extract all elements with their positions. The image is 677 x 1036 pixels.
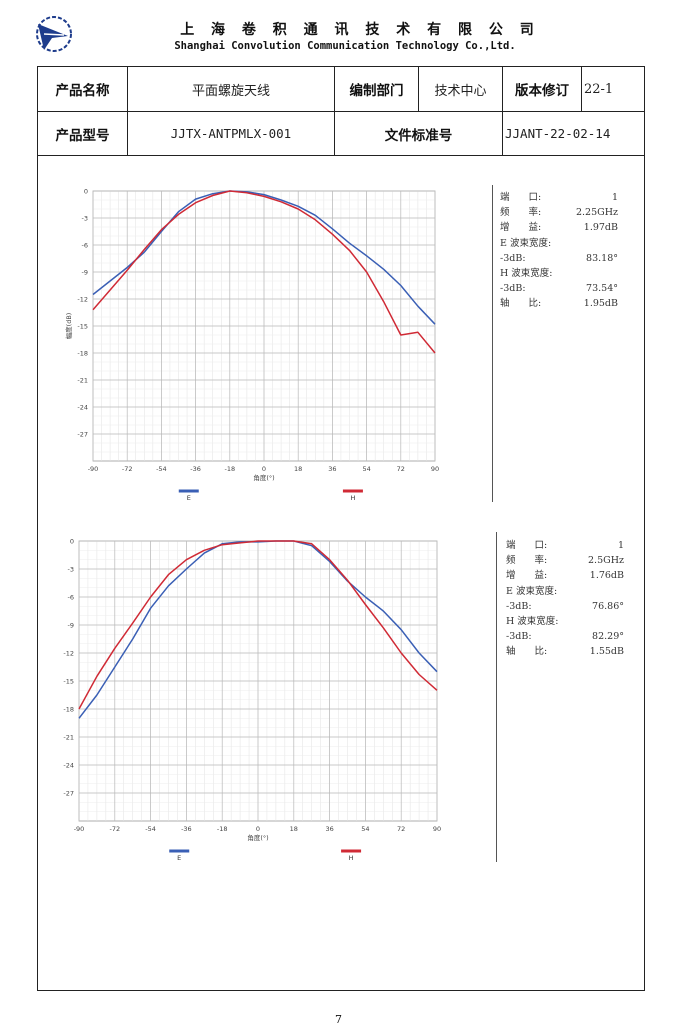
model-label: 产品型号 bbox=[55, 127, 110, 144]
radiation-pattern-chart-2: -90 -72 -54 -36 -18 0 18 36 54 72 90 0 -3 -6 -9 -12 -15 -… bbox=[63, 538, 441, 861]
y-tick-label: -24 bbox=[63, 762, 74, 770]
series-line-e bbox=[92, 190, 436, 325]
x-tick-label: -36 bbox=[190, 465, 201, 473]
legend-label-e: E bbox=[177, 854, 181, 860]
x-tick-label: -90 bbox=[74, 825, 85, 833]
y-tick-label: -6 bbox=[68, 594, 74, 602]
x-tick-label: 36 bbox=[328, 465, 336, 473]
table-divider bbox=[37, 155, 645, 156]
y-tick-label: -12 bbox=[77, 296, 88, 304]
x-tick-label: 90 bbox=[433, 825, 441, 833]
x-tick-label: 18 bbox=[294, 465, 302, 473]
x-tick-label: -72 bbox=[109, 825, 120, 833]
spec-row: H 波束宽度: bbox=[500, 267, 553, 279]
y-tick-label: -27 bbox=[77, 431, 88, 439]
series-line-h bbox=[92, 190, 436, 354]
spec-divider bbox=[496, 532, 497, 862]
x-tick-label: 72 bbox=[397, 465, 405, 473]
table-divider bbox=[502, 66, 503, 155]
spec-row: 增 益: 1.76dB bbox=[506, 570, 624, 582]
x-tick-label: 0 bbox=[256, 825, 260, 833]
dept-label: 编制部门 bbox=[349, 83, 404, 99]
spec-divider bbox=[492, 185, 493, 502]
table-divider bbox=[581, 66, 582, 111]
spec-block-2: 端 口: 1 频 率: 2.5GHz 增 益: 1.76dB E 波束宽度: -3dB… bbox=[506, 538, 624, 660]
x-tick-label: -72 bbox=[122, 465, 133, 473]
y-tick-label: -21 bbox=[63, 734, 74, 742]
revision-label: 版本修订 bbox=[515, 83, 569, 99]
radiation-pattern-chart-1: -90 -72 -54 -36 -18 0 18 36 54 72 90 0 -3 -6 -9 -12 -15 -… bbox=[64, 188, 439, 501]
y-tick-label: 0 bbox=[84, 188, 88, 196]
y-tick-label: -15 bbox=[63, 678, 74, 686]
x-tick-label: -18 bbox=[217, 825, 228, 833]
spec-row: -3dB: 83.18° bbox=[500, 252, 618, 264]
x-tick-label: -90 bbox=[88, 465, 99, 473]
x-tick-label: -54 bbox=[145, 825, 156, 833]
y-tick-label: -24 bbox=[77, 404, 88, 412]
y-tick-label: -15 bbox=[77, 323, 88, 331]
table-divider bbox=[127, 66, 128, 155]
x-tick-label: 36 bbox=[325, 825, 333, 833]
table-divider bbox=[37, 111, 645, 112]
legend-label-h: H bbox=[350, 494, 355, 500]
y-tick-label: -21 bbox=[77, 377, 88, 385]
spec-row: E 波束宽度: bbox=[500, 237, 552, 249]
y-tick-label: -12 bbox=[63, 650, 74, 658]
spec-row: E 波束宽度: bbox=[506, 585, 558, 597]
table-divider bbox=[418, 66, 419, 111]
x-tick-label: -36 bbox=[181, 825, 192, 833]
docno-label: 文件标准号 bbox=[384, 127, 453, 144]
series-line-e bbox=[78, 540, 438, 719]
spec-row: 端 口: 1 bbox=[500, 192, 618, 203]
docno-value: JJANT-22-02-14 bbox=[505, 126, 611, 141]
y-tick-label: -6 bbox=[82, 242, 88, 250]
y-tick-label: -9 bbox=[82, 269, 88, 277]
x-tick-label: -18 bbox=[224, 465, 235, 473]
spec-block-1: 端 口: 1 频 率: 2.25GHz 增 益: 1.97dB E 波束宽度: -3d… bbox=[500, 190, 618, 312]
legend-label-e: E bbox=[187, 494, 191, 500]
x-tick-label: 54 bbox=[362, 465, 370, 473]
page-number: 7 bbox=[335, 1013, 342, 1026]
dept-value: 技术中心 bbox=[434, 83, 487, 99]
spec-row: 增 益: 1.97dB bbox=[500, 222, 618, 234]
x-tick-label: 90 bbox=[431, 465, 439, 473]
spec-row: H 波束宽度: bbox=[506, 615, 559, 627]
x-tick-label: 54 bbox=[361, 825, 369, 833]
y-axis-label: 幅度(dB) bbox=[64, 313, 73, 340]
x-axis-label: 角度(°) bbox=[247, 833, 268, 842]
x-tick-label: 18 bbox=[290, 825, 298, 833]
y-tick-label: -18 bbox=[63, 706, 74, 714]
y-tick-label: 0 bbox=[70, 538, 74, 546]
y-tick-label: -18 bbox=[77, 350, 88, 358]
table-divider bbox=[334, 66, 335, 155]
company-logo-icon bbox=[36, 16, 72, 52]
y-tick-label: -3 bbox=[82, 215, 88, 223]
company-name-en: Shanghai Convolution Communication Techn… bbox=[174, 40, 516, 52]
spec-row: 轴 比: 1.55dB bbox=[506, 646, 624, 658]
spec-row: 轴 比: 1.95dB bbox=[500, 298, 618, 310]
spec-row: 频 率: 2.25GHz bbox=[500, 207, 618, 219]
legend-label-h: H bbox=[349, 854, 354, 860]
spec-row: 频 率: 2.5GHz bbox=[506, 555, 624, 567]
series-line-h bbox=[78, 540, 438, 710]
x-tick-label: 72 bbox=[397, 825, 405, 833]
y-tick-label: -9 bbox=[68, 622, 74, 630]
x-axis-label: 角度(°) bbox=[253, 473, 274, 482]
x-tick-label: 0 bbox=[262, 465, 266, 473]
spec-row: 端 口: 1 bbox=[506, 540, 624, 551]
document-frame bbox=[37, 66, 645, 991]
y-tick-label: -3 bbox=[68, 566, 74, 574]
spec-row: -3dB: 76.86° bbox=[506, 600, 624, 612]
x-tick-label: -54 bbox=[156, 465, 167, 473]
spec-row: -3dB: 73.54° bbox=[500, 283, 618, 295]
revision-value: 22-1 bbox=[584, 81, 614, 97]
product-name-label: 产品名称 bbox=[55, 83, 110, 99]
company-name-cn: 上 海 卷 积 通 讯 技 术 有 限 公 司 bbox=[180, 22, 540, 38]
product-name-value: 平面螺旋天线 bbox=[191, 83, 270, 99]
spec-row: -3dB: 82.29° bbox=[506, 631, 624, 643]
y-tick-label: -27 bbox=[63, 790, 74, 798]
model-value: JJTX-ANTPMLX-001 bbox=[170, 126, 292, 141]
